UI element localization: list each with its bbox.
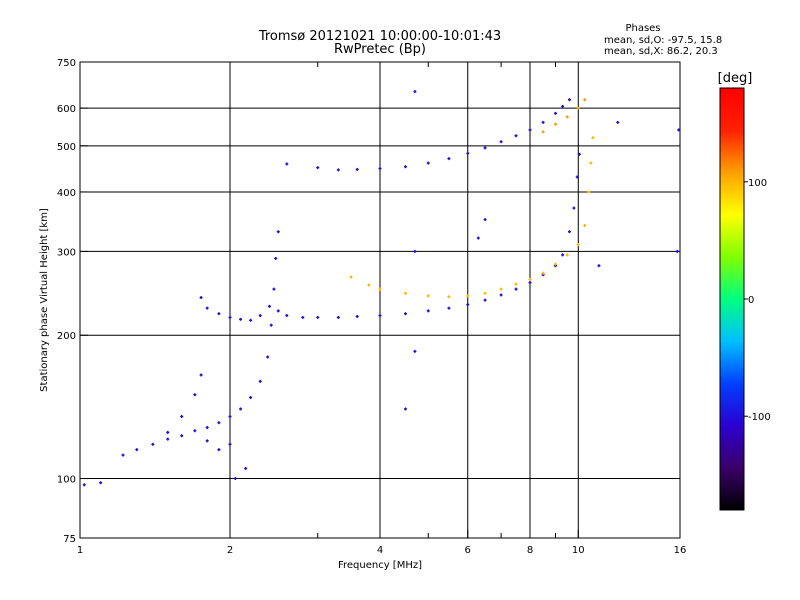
x-tick-label: 1	[77, 545, 83, 556]
y-tick-label: 400	[57, 188, 76, 199]
x-tick-label: 8	[527, 545, 533, 556]
x-tick-label: 4	[377, 545, 383, 556]
colorbar: -100 0 100	[719, 87, 771, 511]
colorbar-scale	[719, 87, 745, 511]
phases-mean-o: mean, sd,O: -97.5, 15.8	[604, 35, 722, 46]
colorbar-tick-label: -100	[748, 412, 771, 423]
y-tick-label: 600	[57, 104, 76, 115]
colorbar-tick-label: 0	[748, 295, 754, 306]
y-tick-label: 75	[63, 534, 76, 545]
x-tick-label: 10	[572, 545, 585, 556]
phases-header: Phases	[625, 23, 660, 34]
x-axis-label: Frequency [MHz]	[338, 560, 422, 571]
y-tick-label: 200	[57, 331, 76, 342]
colorbar-tick-label: 100	[748, 178, 767, 189]
y-tick-label: 750	[57, 58, 76, 69]
y-tick-label: 100	[57, 475, 76, 486]
y-axis-label: Stationary phase Virtual Height [km]	[39, 208, 50, 392]
colorbar-label: [deg]	[718, 71, 753, 86]
x-tick-label: 2	[227, 545, 233, 556]
chart-subtitle: RwPretec (Bp)	[334, 42, 426, 57]
y-tick-label: 500	[57, 142, 76, 153]
x-tick-label: 6	[465, 545, 471, 556]
plot-area: 1 2 4 6 8 10 16 75 100 200 300 400 500 600 750	[57, 58, 686, 556]
chart-title: Tromsø 20121021 10:00:00-10:01:43	[258, 29, 501, 44]
x-tick-label: 16	[674, 545, 687, 556]
phases-mean-x: mean, sd,X: 86.2, 20.3	[604, 46, 718, 57]
y-tick-label: 300	[57, 247, 76, 258]
